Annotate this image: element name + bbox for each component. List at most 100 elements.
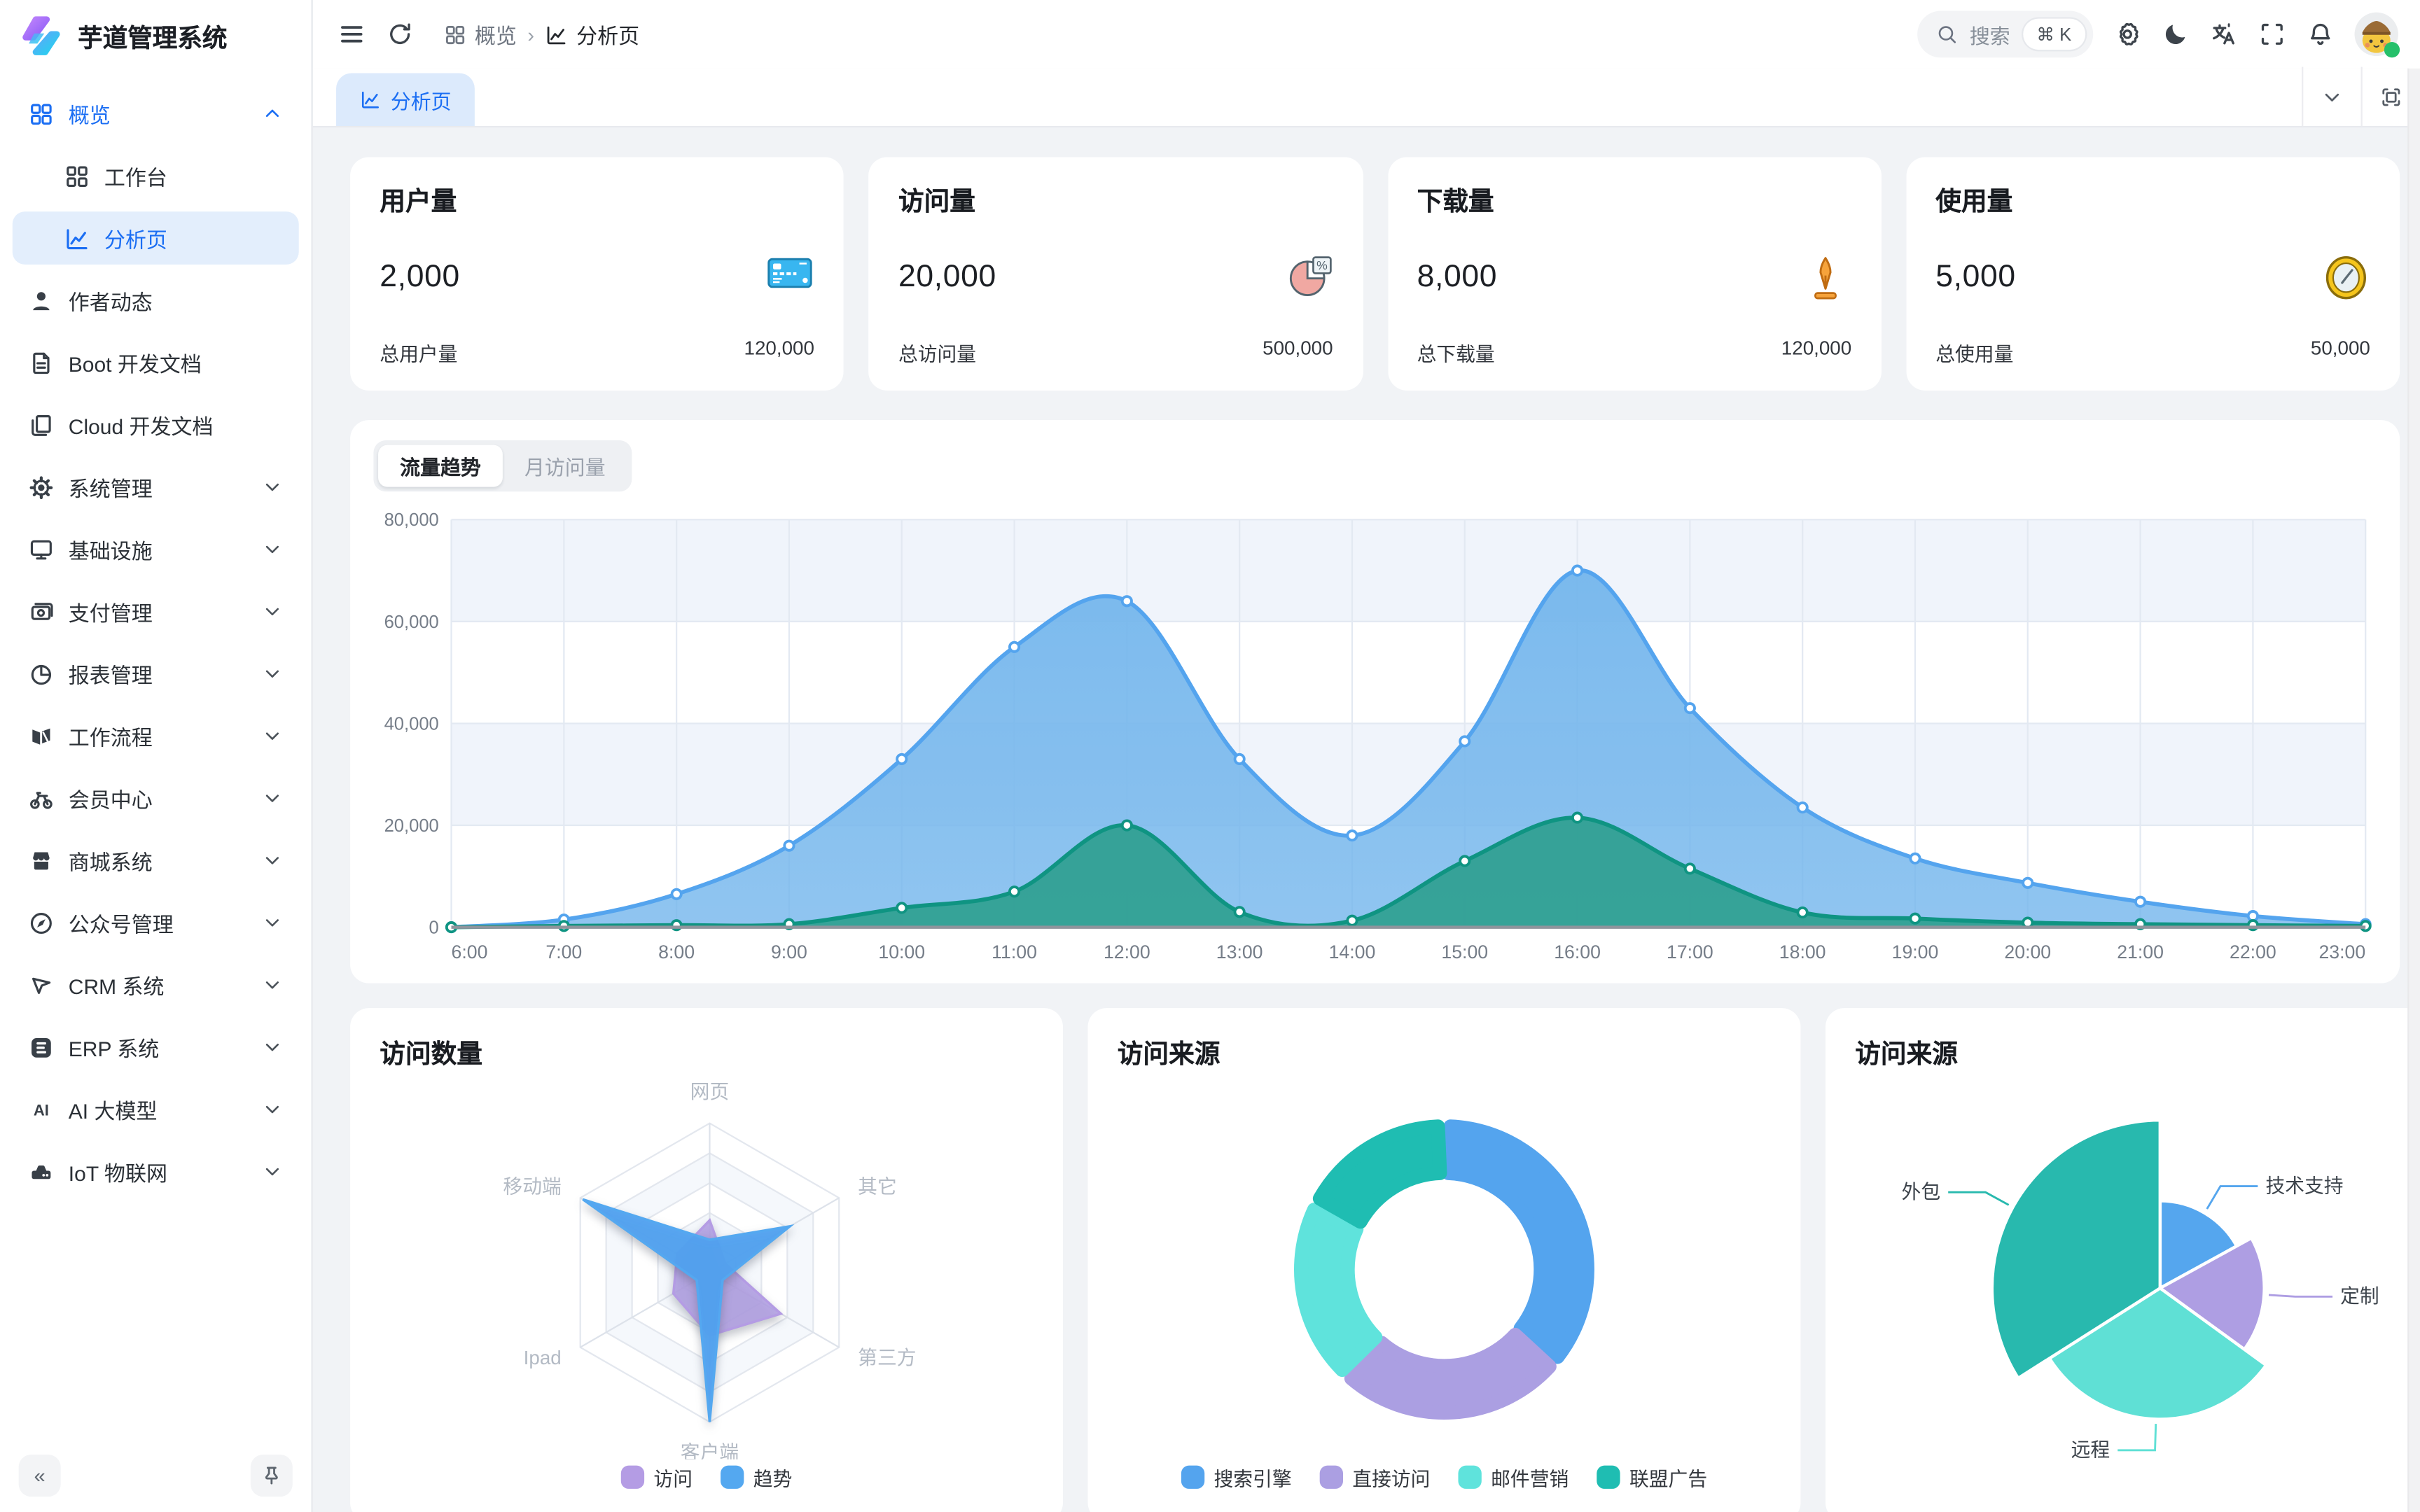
- gear-icon: [28, 474, 55, 500]
- sidebar-item-工作台[interactable]: 工作台: [13, 149, 299, 202]
- sidebar-item-公众号管理[interactable]: 公众号管理: [13, 896, 299, 949]
- legend-label: 趋势: [753, 1469, 793, 1491]
- sidebar-item-作者动态[interactable]: 作者动态: [13, 274, 299, 327]
- monitor-icon: [28, 536, 55, 563]
- grid-icon: [28, 100, 55, 127]
- sidebar-item-工作流程[interactable]: 工作流程: [13, 709, 299, 762]
- scrollbar[interactable]: [2407, 68, 2420, 1512]
- document-icon: [28, 349, 55, 376]
- legend-item-直接访问[interactable]: 直接访问: [1319, 1462, 1431, 1492]
- crm-arrow-icon: [28, 972, 55, 998]
- breadcrumb-overview[interactable]: 概览: [443, 19, 517, 50]
- menu-icon[interactable]: [338, 20, 366, 48]
- workbench-icon: [64, 162, 90, 189]
- trend-tab-月访问量[interactable]: 月访问量: [503, 445, 627, 487]
- payment-icon: [28, 598, 55, 625]
- avatar[interactable]: [2354, 12, 2400, 58]
- svg-text:80,000: 80,000: [384, 510, 439, 530]
- stat-footer-value: 50,000: [2310, 337, 2370, 360]
- iot-device-icon: [28, 1158, 55, 1185]
- breadcrumb-analysis[interactable]: 分析页: [545, 19, 639, 50]
- stat-title: 访问量: [898, 188, 975, 216]
- app-logo-row[interactable]: 芋道管理系统: [0, 0, 312, 71]
- user-icon: [28, 287, 55, 314]
- sidebar-item-iot-物联网[interactable]: IoT 物联网: [13, 1145, 299, 1198]
- sidebar-item-label: Boot 开发文档: [68, 353, 202, 377]
- search-placeholder: 搜索: [1969, 24, 2010, 48]
- tab-analysis-page[interactable]: 分析页: [336, 73, 475, 127]
- legend-item-联盟广告[interactable]: 联盟广告: [1597, 1462, 1707, 1492]
- legend-label: 直接访问: [1352, 1469, 1431, 1491]
- pin-icon[interactable]: [250, 1455, 293, 1497]
- trend-tab-流量趋势[interactable]: 流量趋势: [378, 444, 503, 487]
- legend-label: 邮件营销: [1491, 1469, 1569, 1491]
- stat-value: 5,000: [1935, 260, 2016, 295]
- analysis-chart-icon: [545, 22, 569, 46]
- svg-text:6:00: 6:00: [452, 941, 488, 962]
- sidebar-collapse-button[interactable]: «: [18, 1455, 61, 1497]
- legend-item-访问[interactable]: 访问: [620, 1462, 693, 1492]
- svg-text:移动端: 移动端: [503, 1176, 561, 1198]
- chevron-down-icon: [261, 476, 283, 498]
- maximize-icon[interactable]: [2360, 66, 2420, 127]
- chevron-down-icon: [261, 1036, 283, 1058]
- legend-label: 访问: [653, 1469, 693, 1491]
- moon-icon[interactable]: [2162, 20, 2190, 48]
- svg-text:16:00: 16:00: [1554, 941, 1601, 962]
- sidebar-item-系统管理[interactable]: 系统管理: [13, 461, 299, 514]
- sidebar-item-分析页[interactable]: 分析页: [12, 211, 299, 265]
- legend-item-搜索引擎[interactable]: 搜索引擎: [1181, 1462, 1292, 1492]
- sidebar-item-label: AI 大模型: [68, 1100, 158, 1124]
- search-input[interactable]: 搜索 ⌘ K: [1917, 10, 2094, 58]
- sidebar-item-概览[interactable]: 概览: [13, 87, 299, 140]
- svg-text:23:00: 23:00: [2318, 941, 2365, 962]
- sidebar-item-label: 公众号管理: [68, 913, 174, 937]
- topbar: 概览 › 分析页 搜索 ⌘ K: [312, 0, 2420, 69]
- sidebar-item-会员中心[interactable]: 会员中心: [13, 771, 299, 825]
- sidebar-item-报表管理[interactable]: 报表管理: [13, 648, 299, 701]
- chevron-down-icon: [261, 1161, 283, 1182]
- sidebar-item-boot-开发文档[interactable]: Boot 开发文档: [13, 336, 299, 389]
- svg-text:0: 0: [429, 918, 439, 938]
- bottom-chart-row: 访问数量 网页 其它 第三方 客户端 Ipad 移动端 访问 趋势 访问来源 搜索引擎 直接访…: [350, 1008, 2420, 1512]
- sidebar-item-label: 支付管理: [68, 602, 153, 626]
- legend-item-趋势[interactable]: 趋势: [721, 1462, 792, 1492]
- sidebar-item-ai-大模型[interactable]: AI AI 大模型: [13, 1083, 299, 1136]
- chevron-down-icon: [261, 601, 283, 622]
- sidebar-item-cloud-开发文档[interactable]: Cloud 开发文档: [13, 398, 299, 451]
- sidebar-item-支付管理[interactable]: 支付管理: [13, 585, 299, 638]
- erp-badge-icon: [28, 1034, 55, 1060]
- breadcrumb-separator: ›: [527, 22, 535, 46]
- chevron-down-icon[interactable]: [2302, 66, 2360, 127]
- chevron-up-icon: [261, 103, 283, 125]
- card-title: 访问数量: [380, 1040, 482, 1069]
- sidebar-item-label: 会员中心: [68, 788, 153, 813]
- svg-text:15:00: 15:00: [1441, 941, 1488, 962]
- visit-source-donut-card: 访问来源 搜索引擎 直接访问 邮件营销 联盟广告: [1087, 1008, 1801, 1512]
- stat-footer-value: 500,000: [1263, 337, 1333, 360]
- sidebar-item-label: CRM 系统: [68, 975, 165, 999]
- download-arrow-icon: [1805, 254, 1852, 301]
- sidebar-item-label: ERP 系统: [68, 1037, 160, 1061]
- documents-icon: [28, 412, 55, 438]
- bell-icon[interactable]: [2307, 20, 2335, 48]
- search-icon: [1935, 23, 1957, 45]
- sidebar-item-基础设施[interactable]: 基础设施: [13, 523, 299, 576]
- sidebar-item-erp-系统[interactable]: ERP 系统: [13, 1021, 299, 1074]
- stat-footer-label: 总用户量: [380, 344, 458, 366]
- visit-source-donut-chart: [1294, 1119, 1594, 1420]
- translate-icon[interactable]: [2210, 20, 2238, 48]
- svg-text:客户端: 客户端: [681, 1442, 739, 1460]
- app-logo-icon: [22, 14, 65, 57]
- trend-tab-switcher: 流量趋势 月访问量: [373, 440, 632, 492]
- legend-item-邮件营销[interactable]: 邮件营销: [1458, 1462, 1569, 1492]
- stat-card-用户量: 用户量 2,000 总用户量 120,000: [350, 157, 844, 391]
- settings-gear-icon[interactable]: [2113, 20, 2141, 48]
- sidebar-item-label: 系统管理: [68, 477, 153, 501]
- mall-icon: [28, 847, 55, 874]
- sidebar-item-商城系统[interactable]: 商城系统: [13, 834, 299, 887]
- sidebar-item-label: Cloud 开发文档: [68, 415, 214, 439]
- fullscreen-icon[interactable]: [2258, 20, 2286, 48]
- refresh-icon[interactable]: [386, 20, 414, 48]
- sidebar-item-crm-系统[interactable]: CRM 系统: [13, 958, 299, 1011]
